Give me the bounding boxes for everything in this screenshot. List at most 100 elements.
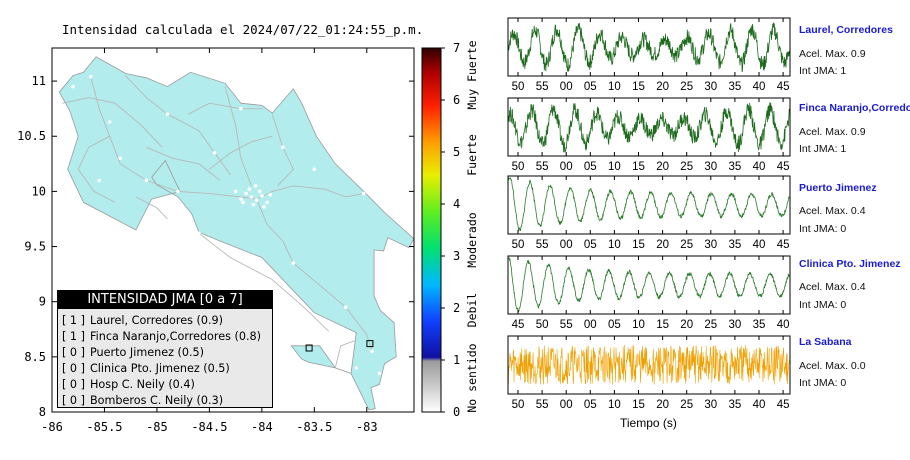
road-line: [334, 339, 357, 369]
waveform-tick-label: 10: [608, 81, 621, 93]
x-tick-label: -83.5: [296, 420, 332, 434]
waveform-tick-label: 10: [608, 239, 621, 251]
station-marker: [258, 189, 262, 194]
waveform-tick-label: 00: [584, 319, 597, 331]
land-polygon: [58, 56, 415, 411]
waveform-tick-label: 10: [632, 319, 645, 331]
town-marker: [366, 340, 374, 348]
waveform-tick-label: 45: [777, 239, 790, 251]
station-marker: [253, 184, 258, 188]
waveform-tick-label: 50: [512, 161, 525, 173]
road-line: [256, 185, 364, 200]
y-tick-label: 11: [32, 74, 46, 88]
road-line: [209, 135, 273, 170]
town-marker: [305, 344, 313, 352]
waveform-tick-label: 25: [680, 161, 693, 173]
x-tick-label: -83: [356, 420, 378, 434]
station-marker: [144, 178, 149, 183]
station-marker: [354, 366, 359, 370]
station-acel: Acel. Max. 0.0: [799, 360, 866, 372]
station-marker: [377, 371, 382, 376]
waveform-tick-label: 25: [704, 319, 717, 331]
waveform-tick-label: 05: [584, 239, 597, 251]
colorbar: [421, 47, 442, 413]
station-marker: [281, 145, 285, 150]
station-marker: [251, 202, 256, 207]
station-marker: [328, 330, 332, 335]
waveform-tick-label: 45: [512, 319, 525, 331]
waveform-tick-label: 15: [632, 399, 645, 411]
waveform-tick-label: 55: [560, 319, 573, 331]
station-int: Int JMA: 1: [799, 65, 847, 77]
waveform-tick-label: 10: [608, 399, 621, 411]
legend-title: INTENSIDAD JMA [0 a 7]: [58, 291, 272, 309]
waveform-tick-label: 15: [656, 319, 669, 331]
intensity-legend: INTENSIDAD JMA [0 a 7] [ 1 ] Laurel, Corr…: [57, 290, 273, 408]
legend-station: Puerto Jimenez (0.5): [90, 346, 205, 359]
station-marker: [370, 349, 374, 354]
waveform-frame: [507, 17, 791, 77]
station-int: Int JMA: 1: [799, 143, 847, 155]
legend-level: [ 1 ]: [62, 314, 85, 327]
x-tick-label: -84.5: [191, 420, 227, 434]
x-tick-label: -86: [41, 420, 63, 434]
colorbar-tick-label: 2: [453, 301, 460, 315]
legend-level: [ 1 ]: [62, 330, 85, 343]
waveform-tick-label: 35: [729, 161, 742, 173]
road-line: [198, 232, 331, 333]
waveform-tick-label: 05: [584, 161, 597, 173]
station-marker: [260, 194, 264, 198]
waveform-tick-label: 35: [753, 319, 766, 331]
waveform-tick-label: 00: [560, 399, 573, 411]
waveform-tick-label: 55: [536, 399, 549, 411]
waveform-trace: [507, 344, 791, 385]
waveform-tick-label: 35: [729, 81, 742, 93]
waveform-tick-label: 55: [536, 81, 549, 93]
legend-level: [ 0 ]: [62, 394, 85, 407]
waveform-tick-label: 40: [753, 81, 766, 93]
station-marker: [344, 305, 348, 310]
legend-item: [ 0 ] Bomberos C. Neily (0.3): [62, 393, 272, 409]
legend-item: [ 0 ] Clinica Pto. Jimenez (0.5): [62, 361, 272, 377]
legend-items: [ 1 ] Laurel, Corredores (0.9) [ 1 ] Finca…: [58, 309, 272, 409]
station-marker: [268, 192, 273, 197]
map-title: Intensidad calculada el 2024/07/22_01:24…: [62, 22, 424, 37]
waveform-tick-label: 25: [680, 239, 693, 251]
y-tick-label: 10: [32, 184, 46, 198]
colorbar-tick-label: 1: [453, 353, 460, 367]
y-tick-label: 9: [39, 295, 46, 309]
waveform-tick-label: 30: [704, 161, 717, 173]
station-acel: Acel. Max. 0.4: [799, 281, 866, 293]
waveform-frame: [507, 97, 791, 157]
waveform-trace: [507, 177, 791, 232]
x-tick-label: -84: [251, 420, 273, 434]
colorbar-tick-label: 0: [453, 405, 460, 419]
road-line: [135, 196, 168, 220]
waveform-tick-label: 20: [680, 319, 693, 331]
waveform-frame: [507, 335, 791, 395]
waveform-tick-label: 45: [777, 81, 790, 93]
waveform-frame: [507, 175, 791, 235]
y-tick-label: 8: [39, 405, 46, 419]
y-tick-label: 9.5: [24, 240, 46, 254]
road-line: [62, 97, 163, 148]
legend-station: Hosp C. Neily (0.4): [90, 378, 195, 391]
legend-station: Clinica Pto. Jimenez (0.5): [90, 362, 230, 375]
waveform-frame: [507, 255, 791, 315]
station-acel: Acel. Max. 0.9: [799, 48, 866, 60]
road-line: [146, 146, 221, 181]
legend-item: [ 0 ] Puerto Jimenez (0.5): [62, 345, 272, 361]
station-marker: [241, 200, 245, 205]
waveform-tick-label: 25: [680, 399, 693, 411]
station-marker: [244, 191, 248, 196]
waveform-tick-label: 40: [753, 239, 766, 251]
colorbar-tick-label: 4: [453, 197, 460, 211]
waveform-tick-label: 05: [608, 319, 621, 331]
waveform-tick-label: 45: [777, 161, 790, 173]
station-marker: [197, 231, 201, 236]
station-marker: [239, 106, 243, 111]
legend-item: [ 1 ] Finca Naranjo,Corredores (0.8): [62, 329, 272, 345]
station-marker: [71, 84, 75, 89]
waveform-tick-label: 40: [753, 399, 766, 411]
